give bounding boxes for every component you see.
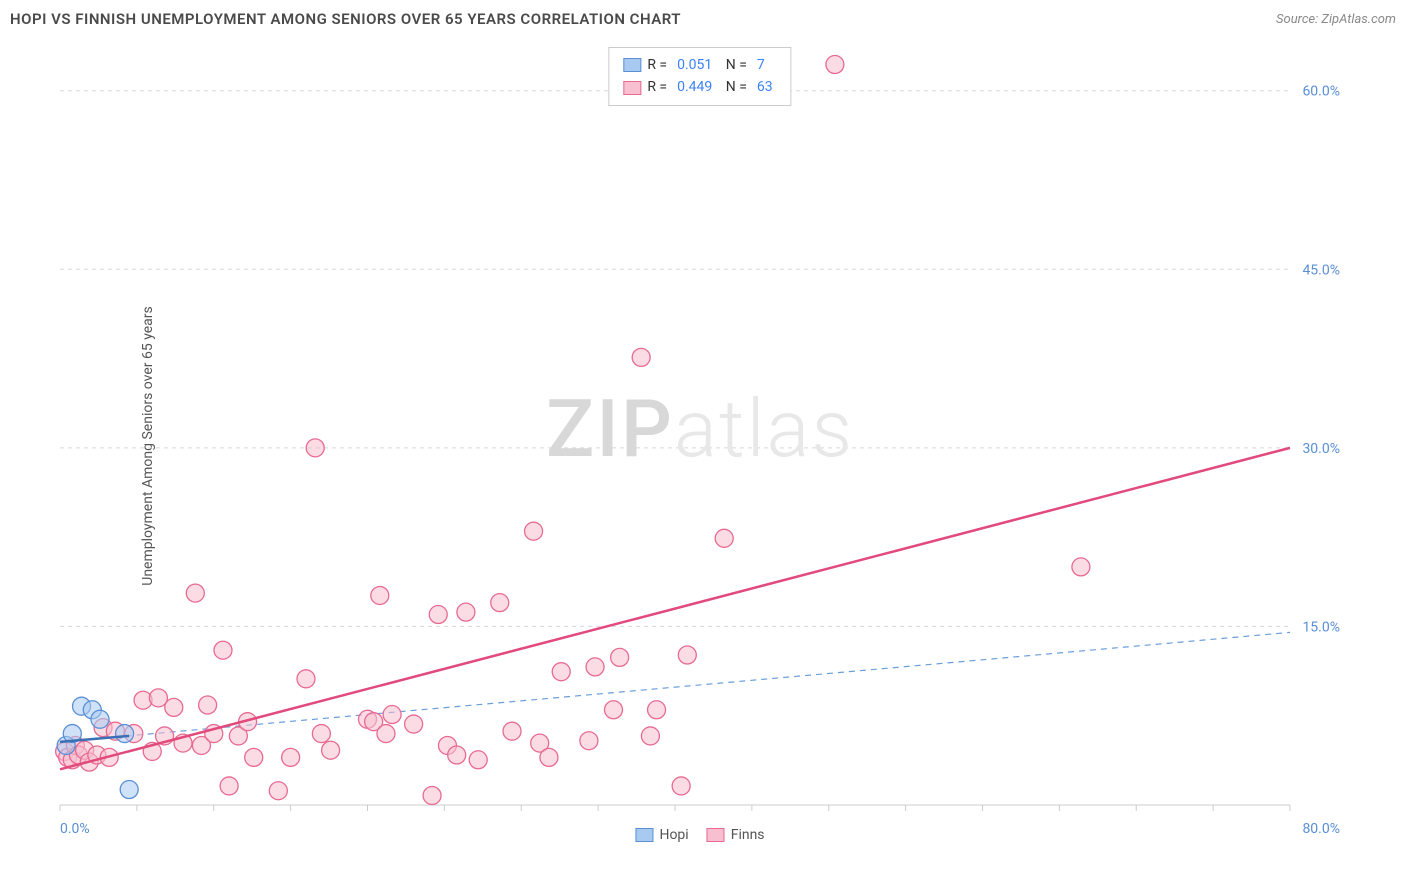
- x-tick-label: 80.0%: [1302, 821, 1340, 837]
- data-point: [580, 732, 598, 750]
- data-point: [91, 710, 109, 728]
- y-tick-label: 45.0%: [1302, 262, 1340, 278]
- data-point: [377, 725, 395, 743]
- data-point: [469, 751, 487, 769]
- data-point: [312, 725, 330, 743]
- data-point: [540, 748, 558, 766]
- data-point: [383, 706, 401, 724]
- legend-r-value: 0.051: [677, 54, 712, 76]
- data-point: [297, 670, 315, 688]
- chart-title: HOPI VS FINNISH UNEMPLOYMENT AMONG SENIO…: [10, 10, 681, 28]
- legend-n-value: 7: [757, 54, 765, 76]
- legend-swatch: [623, 58, 641, 72]
- data-point: [552, 663, 570, 681]
- data-point: [826, 56, 844, 74]
- data-point: [322, 741, 340, 759]
- data-point: [605, 701, 623, 719]
- data-point: [199, 696, 217, 714]
- data-point: [214, 641, 232, 659]
- source-label: Source: ZipAtlas.com: [1276, 12, 1396, 27]
- legend-r-label: R =: [647, 54, 667, 76]
- legend-r-label: R =: [647, 76, 667, 98]
- data-point: [491, 594, 509, 612]
- y-tick-label: 30.0%: [1302, 441, 1340, 457]
- legend-series: Hopi Finns: [635, 827, 764, 843]
- data-point: [405, 715, 423, 733]
- data-point: [429, 606, 447, 624]
- data-point: [282, 748, 300, 766]
- data-point: [503, 722, 521, 740]
- data-point: [1072, 558, 1090, 576]
- data-point: [306, 439, 324, 457]
- legend-stats: R = 0.051 N = 7 R = 0.449 N = 63: [608, 47, 791, 106]
- legend-n-label: N =: [722, 76, 747, 98]
- legend-swatch: [623, 81, 641, 95]
- data-point: [245, 748, 263, 766]
- data-point: [120, 781, 138, 799]
- data-point: [525, 522, 543, 540]
- data-point: [220, 777, 238, 795]
- data-point: [116, 725, 134, 743]
- scatter-chart: 15.0% 30.0% 45.0% 60.0% 0.0% 80.0%: [50, 45, 1350, 845]
- legend-swatch: [635, 828, 653, 842]
- data-point: [448, 746, 466, 764]
- legend-item: Finns: [707, 827, 765, 843]
- trend-line: [60, 448, 1290, 769]
- data-point: [648, 701, 666, 719]
- chart-area: ZIPatlas 15.0%30.0%45.0%60.0%0.0%80.0% R…: [50, 45, 1350, 845]
- y-tick-label: 60.0%: [1302, 84, 1340, 100]
- x-tick-label: 0.0%: [60, 821, 90, 837]
- data-point: [641, 727, 659, 745]
- legend-n-label: N =: [722, 54, 747, 76]
- data-point: [457, 603, 475, 621]
- data-point: [269, 782, 287, 800]
- legend-item: Hopi: [635, 827, 688, 843]
- data-point: [186, 584, 204, 602]
- y-tick-label: 15.0%: [1302, 619, 1340, 635]
- data-point: [632, 348, 650, 366]
- legend-stat-row: R = 0.449 N = 63: [623, 76, 776, 98]
- data-point: [371, 586, 389, 604]
- data-point: [423, 786, 441, 804]
- legend-swatch: [707, 828, 725, 842]
- data-point: [611, 648, 629, 666]
- data-point: [586, 658, 604, 676]
- data-point: [165, 698, 183, 716]
- legend-r-value: 0.449: [677, 76, 712, 98]
- legend-label: Hopi: [659, 827, 688, 843]
- data-point: [672, 777, 690, 795]
- data-point: [678, 646, 696, 664]
- legend-label: Finns: [731, 827, 765, 843]
- legend-stat-row: R = 0.051 N = 7: [623, 54, 776, 76]
- data-point: [715, 529, 733, 547]
- legend-n-value: 63: [757, 76, 773, 98]
